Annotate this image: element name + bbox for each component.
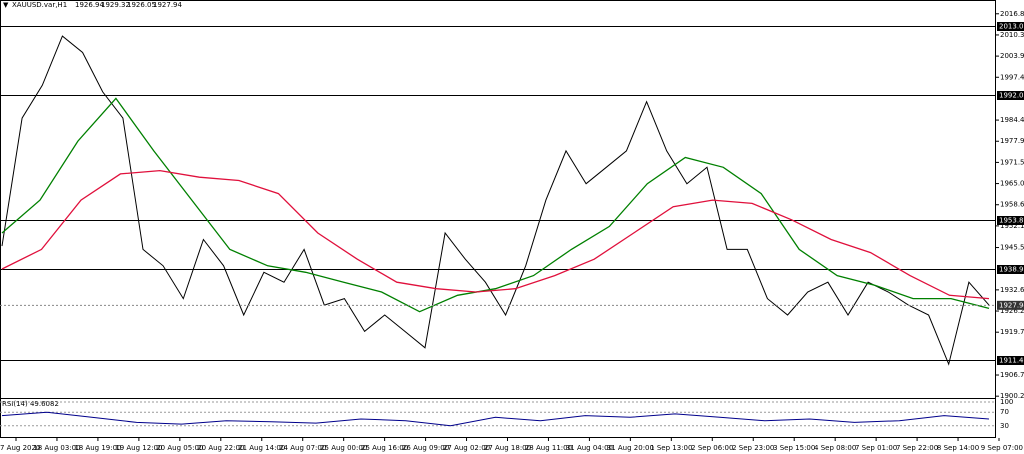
y-tick-label: 1977.95 [1000,137,1024,145]
rsi-line [1,411,990,427]
chart-title: XAUUSD.var,H1 [12,1,67,9]
y-tick-label: 1919.75 [1000,328,1024,336]
ohlc-value: 1929.32 [101,1,130,9]
price-line [1,35,990,366]
level-label: 1938.97 [999,266,1024,274]
y-tick-label: 2010.35 [1000,31,1024,39]
y-tick-label: 1958.60 [1000,201,1024,209]
x-tick-label: 25 Aug 00:00 [320,444,367,452]
y-tick-label: 1932.65 [1000,286,1024,294]
level-label: 2013.07 [999,23,1024,31]
level-label: 1911.40 [999,357,1024,365]
ohlc-value: 1926.94 [75,1,104,9]
arrow-icon: ▼ [3,1,9,9]
x-tick-label: 27 Aug 18:00 [484,444,531,452]
x-tick-label: 2 Sep 23:00 [732,444,774,452]
y-tick-label: 1984.40 [1000,116,1024,124]
y-tick-label: 1945.55 [1000,244,1024,252]
x-tick-label: 20 Aug 22:00 [197,444,244,452]
x-tick-label: 18 Aug 03:00 [33,444,80,452]
x-tick-label: 7 Sep 22:00 [896,444,938,452]
x-tick-label: 7 Sep 01:00 [855,444,897,452]
x-tick-label: 2 Sep 06:00 [691,444,733,452]
level-label: 1953.89 [999,217,1024,225]
ohlc-value: 1926.05 [127,1,156,9]
current-price-label: 1927.94 [999,301,1024,309]
x-tick-label: 27 Aug 02:00 [443,444,490,452]
rsi-title: RSI(14) 49.6082 [2,400,59,408]
x-tick-label: 31 Aug 04:00 [566,444,613,452]
x-tick-label: 18 Aug 19:00 [74,444,121,452]
rsi-tick-label: 70 [1000,408,1009,416]
rsi-tick-label: 100 [1000,398,1013,406]
ohlc-value: 1927.94 [153,1,182,9]
rsi-tick-label: 30 [1000,422,1009,430]
y-tick-label: 1906.70 [1000,371,1024,379]
x-tick-label: 24 Aug 07:00 [279,444,326,452]
x-tick-label: 4 Sep 08:00 [814,444,856,452]
level-label: 1992.03 [999,92,1024,100]
price-line [1,97,990,313]
y-tick-label: 1971.50 [1000,158,1024,166]
x-tick-label: 28 Aug 11:00 [525,444,572,452]
level-label-box [997,216,1024,225]
x-tick-label: 9 Sep 07:00 [981,444,1023,452]
y-tick-label: 1900.25 [1000,392,1024,400]
current-price-box [997,300,1024,310]
x-tick-label: 19 Aug 12:00 [115,444,162,452]
level-label-box [997,265,1024,274]
plot-frame [0,0,996,438]
price-line [1,169,990,300]
level-label-box [997,356,1024,365]
y-tick-label: 1926.20 [1000,307,1024,315]
x-tick-label: 26 Aug 09:00 [402,444,449,452]
x-tick-label: 7 Aug 2020 [0,444,40,452]
y-tick-label: 2003.90 [1000,52,1024,60]
y-tick-label: 1965.05 [1000,180,1024,188]
x-tick-label: 3 Sep 15:00 [773,444,815,452]
y-tick-label: 1997.45 [1000,73,1024,81]
x-tick-label: 31 Aug 20:00 [607,444,654,452]
level-label-box [997,22,1024,31]
x-tick-label: 1 Sep 13:00 [650,444,692,452]
y-tick-label: 1952.15 [1000,222,1024,230]
x-tick-label: 20 Aug 05:00 [156,444,203,452]
level-label-box [997,91,1024,100]
x-tick-label: 8 Sep 14:00 [937,444,979,452]
x-tick-label: 25 Aug 16:00 [361,444,408,452]
y-tick-label: 2016.80 [1000,10,1024,18]
x-tick-label: 21 Aug 14:00 [238,444,285,452]
